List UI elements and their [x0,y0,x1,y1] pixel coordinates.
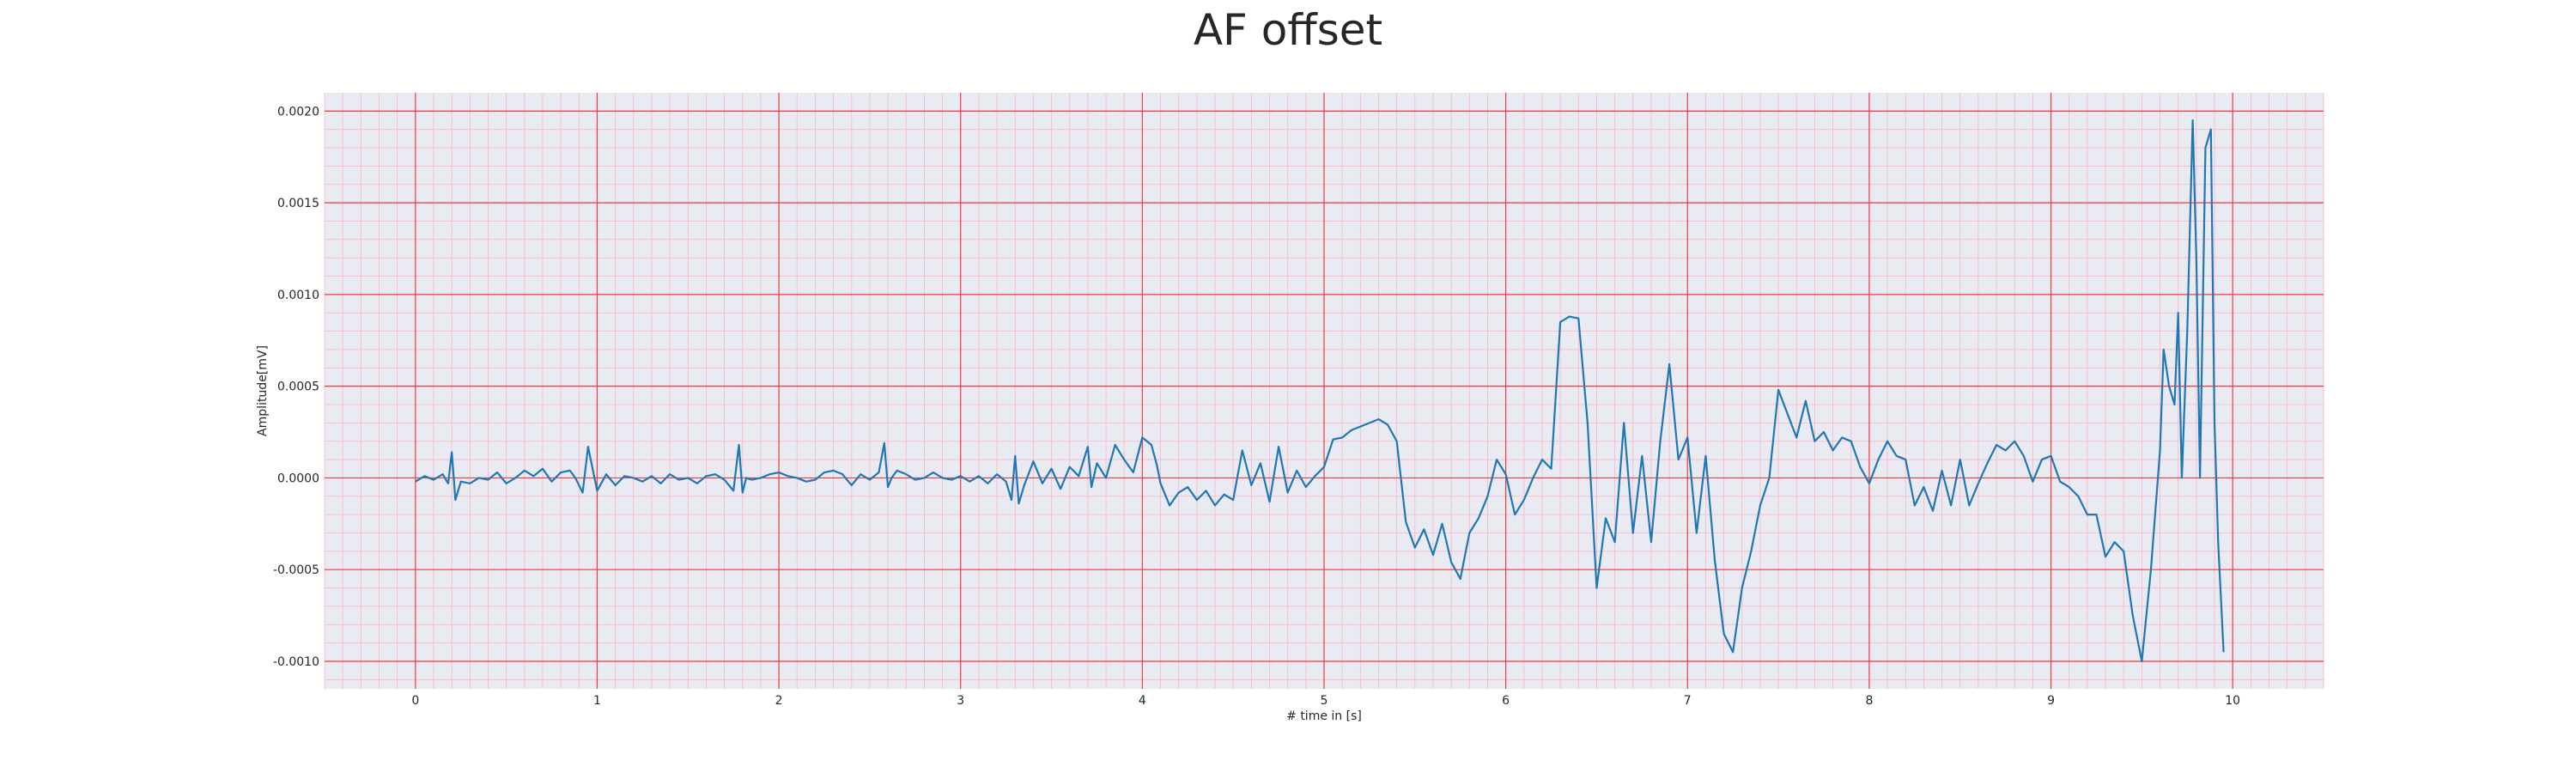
x-tick-label: 8 [1865,694,1873,708]
x-tick-label: 10 [2225,694,2240,708]
y-tick-label: 0.0015 [277,197,319,210]
major-grid [325,93,2324,689]
x-tick-label: 1 [593,694,601,708]
y-axis-ticks: -0.0010 -0.0005 0.0000 0.0005 0.0010 0.0015 0.… [273,105,319,669]
x-tick-label: 9 [2047,694,2055,708]
x-tick-label: 4 [1139,694,1146,708]
chart-title: AF offset [1194,5,1382,55]
y-tick-label: 0.0010 [277,289,319,302]
y-tick-label: -0.0010 [273,655,319,669]
x-tick-label: 5 [1321,694,1328,708]
x-axis-ticks: 0 1 2 3 4 5 6 7 8 9 10 [411,694,2240,708]
x-tick-label: 0 [411,694,419,708]
x-axis-label: # time in [s] [1286,709,1362,723]
x-tick-label: 6 [1502,694,1510,708]
y-tick-label: 0.0000 [277,472,319,485]
plot-area [324,93,2324,689]
y-tick-label: 0.0020 [277,105,319,119]
y-tick-label: -0.0005 [273,563,319,577]
y-tick-label: 0.0005 [277,380,319,394]
x-tick-label: 7 [1684,694,1692,708]
x-tick-label: 2 [775,694,783,708]
series-line-af-offset [415,119,2225,663]
y-axis-label: Amplitude[mV] [256,345,270,436]
x-tick-label: 3 [957,694,964,708]
